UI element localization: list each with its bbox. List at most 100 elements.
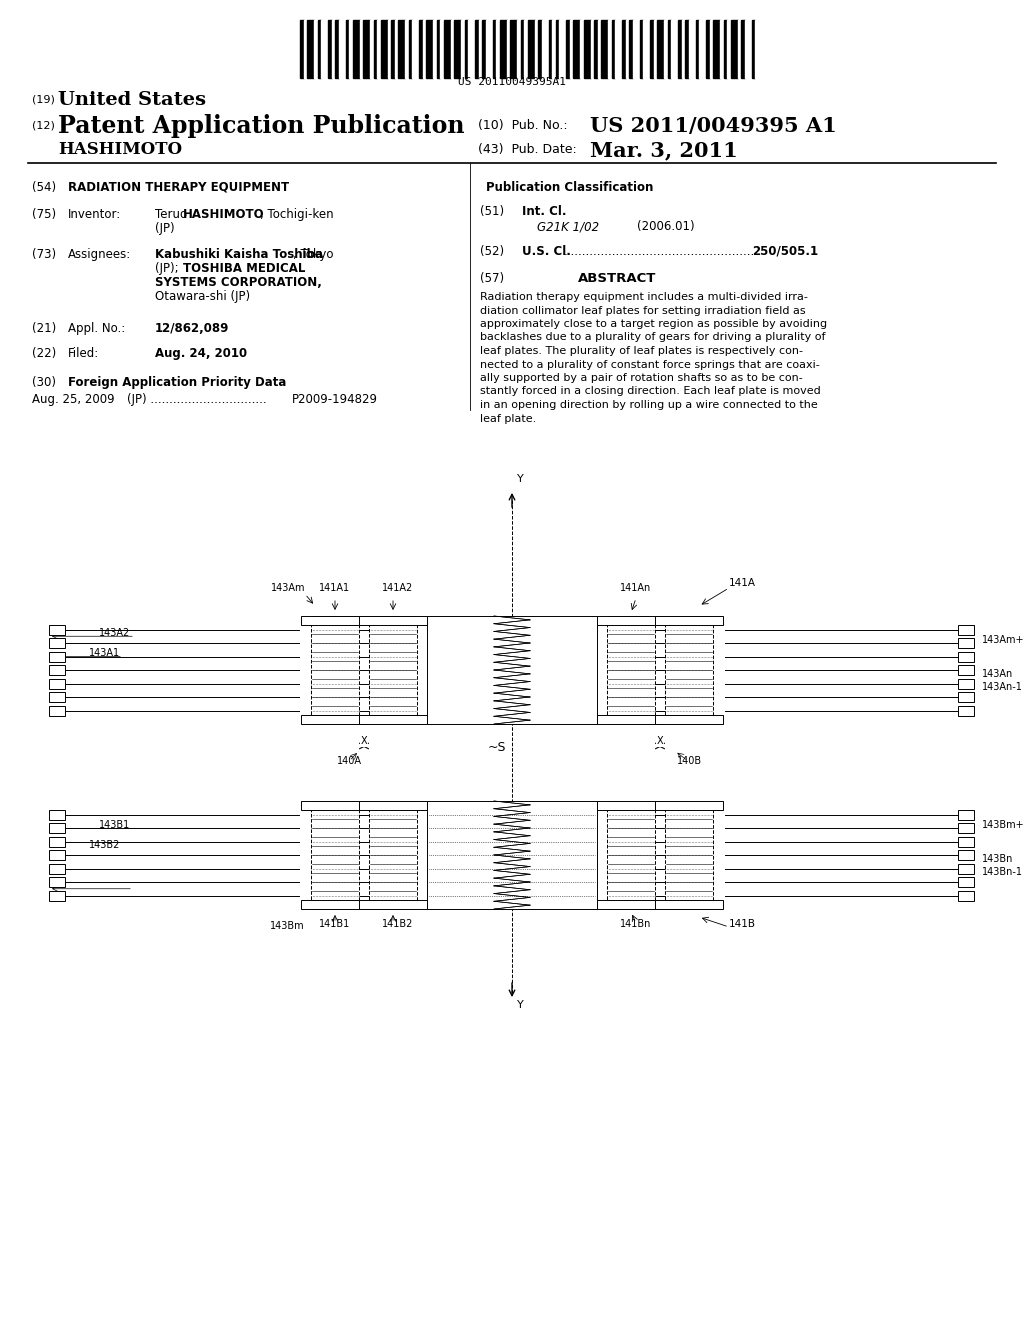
Bar [359,801,427,810]
Bar [601,20,608,78]
Text: 140A: 140A [337,756,361,766]
Bar [339,20,345,78]
Text: Foreign Application Priority Data: Foreign Application Priority Data [68,376,287,389]
Bar [597,801,665,810]
Bar [359,616,427,624]
Bar [433,20,436,78]
Bar [49,624,65,635]
Bar [391,20,394,78]
Text: 143An-1: 143An-1 [982,682,1023,692]
Bar [300,20,303,78]
Text: Y: Y [517,1001,523,1010]
Bar [706,20,710,78]
Text: HASHIMOTO: HASHIMOTO [183,209,264,220]
Bar [607,616,655,723]
Bar [49,891,65,900]
Text: 141A1: 141A1 [319,583,350,593]
Bar [454,20,461,78]
Bar [713,20,720,78]
Bar [387,20,391,78]
Text: (73): (73) [32,248,56,261]
Bar [359,900,427,909]
Bar [615,20,622,78]
Bar [655,715,723,723]
Bar [374,20,377,78]
Bar [668,20,671,78]
Text: 140B: 140B [678,756,702,766]
Text: ....................................................: ........................................… [564,246,759,257]
Bar [500,20,507,78]
Text: TOSHIBA MEDICAL: TOSHIBA MEDICAL [183,261,305,275]
Text: 143Bn: 143Bn [982,854,1014,863]
Bar [49,705,65,715]
Bar [377,20,381,78]
Bar [478,20,482,78]
Text: (57): (57) [480,272,504,285]
Bar [958,891,974,900]
Text: 141An: 141An [621,583,651,593]
Bar [49,665,65,675]
Text: ally supported by a pair of rotation shafts so as to be con-: ally supported by a pair of rotation sha… [480,374,803,383]
Bar [303,20,307,78]
Text: (43)  Pub. Date:: (43) Pub. Date: [478,144,577,157]
Bar [49,809,65,820]
Text: P2009-194829: P2009-194829 [292,393,378,407]
Text: (54): (54) [32,181,56,194]
Bar [520,20,524,78]
Bar [394,20,398,78]
Bar [958,678,974,689]
Bar [49,863,65,874]
Text: , Tochigi-ken: , Tochigi-ken [260,209,334,220]
Bar [419,20,423,78]
Text: 12/862,089: 12/862,089 [155,322,229,335]
Bar [517,20,520,78]
Bar [345,20,349,78]
Bar [381,20,387,78]
Bar [720,20,724,78]
Text: (JP);: (JP); [155,261,182,275]
Text: U.S. Cl.: U.S. Cl. [522,246,570,257]
Bar [755,20,762,78]
Text: Publication Classification: Publication Classification [486,181,653,194]
Bar [657,20,664,78]
Bar [49,876,65,887]
Bar [423,20,426,78]
Bar [307,20,314,78]
Bar [359,20,362,78]
Bar [665,616,713,723]
Bar [727,20,730,78]
Bar [958,638,974,648]
Bar [49,652,65,661]
Text: diation collimator leaf plates for setting irradiation field as: diation collimator leaf plates for setti… [480,305,806,315]
Bar [426,20,433,78]
Bar [580,20,584,78]
Bar [352,20,359,78]
Text: (75): (75) [32,209,56,220]
Text: , Tokyo: , Tokyo [293,248,334,261]
Bar [958,665,974,675]
Bar [958,809,974,820]
Text: Y: Y [517,474,523,484]
Text: 143A1: 143A1 [89,648,120,659]
Text: X: X [360,737,368,746]
Text: (2006.01): (2006.01) [637,220,694,234]
Bar [594,20,597,78]
Text: 141Bn: 141Bn [621,919,651,929]
Bar [958,850,974,861]
Text: 250/505.1: 250/505.1 [752,246,818,257]
Bar [314,20,317,78]
Text: Int. Cl.: Int. Cl. [522,205,566,218]
Bar [527,20,535,78]
Bar [482,20,485,78]
Text: 143Am+1: 143Am+1 [982,635,1024,645]
Bar [538,20,542,78]
Text: 143Am: 143Am [270,583,305,593]
Text: (JP): (JP) [155,222,175,235]
Bar [542,20,549,78]
Text: (JP) ...............................: (JP) ............................... [127,393,266,407]
Bar [549,20,552,78]
Bar [678,20,682,78]
Text: Mar. 3, 2011: Mar. 3, 2011 [590,140,737,160]
Bar [682,20,685,78]
Text: 143B1: 143B1 [98,820,130,830]
